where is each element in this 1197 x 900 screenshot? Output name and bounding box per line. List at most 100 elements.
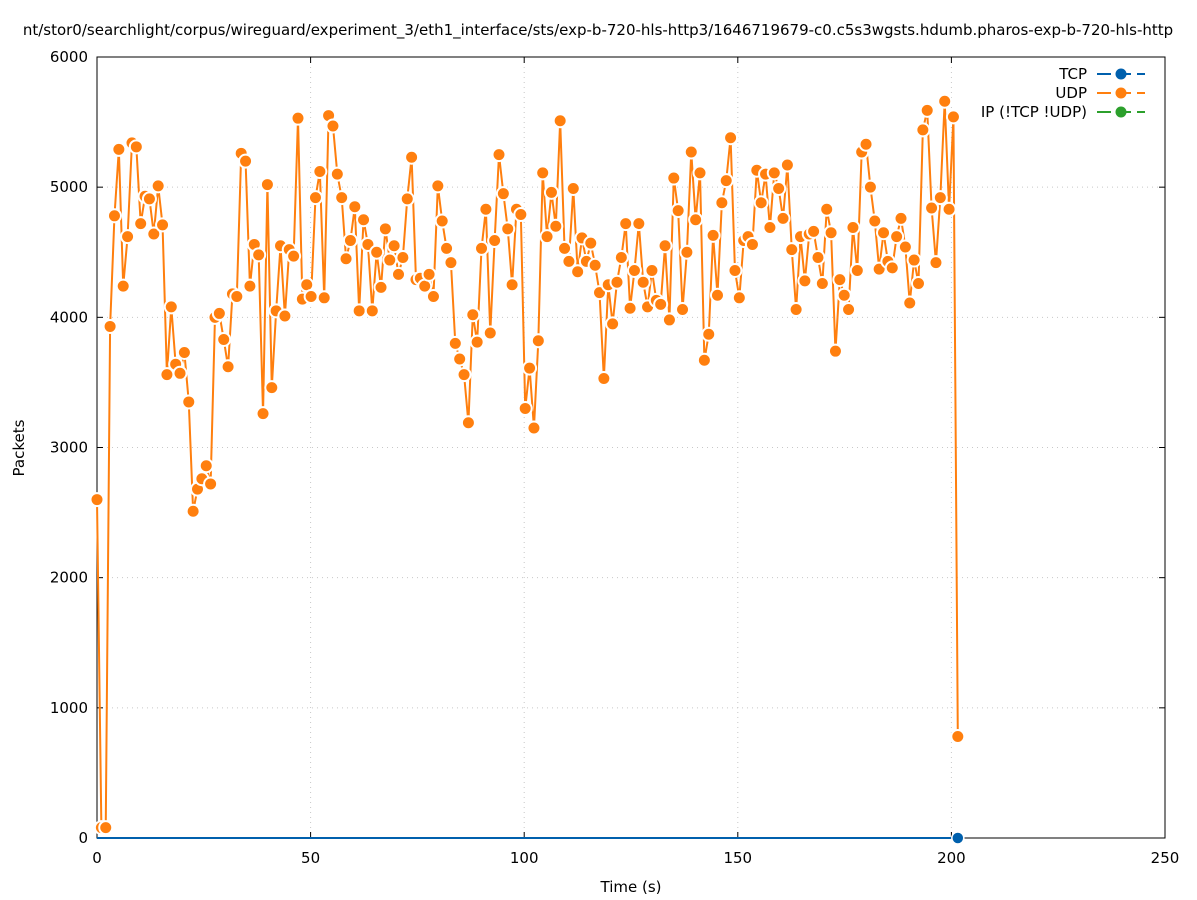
data-point — [307, 190, 323, 206]
data-point — [696, 352, 712, 368]
data-point — [504, 277, 520, 293]
data-point — [718, 173, 734, 189]
data-point — [692, 165, 708, 181]
data-point — [688, 212, 704, 228]
data-point — [893, 210, 909, 226]
data-point — [211, 305, 227, 321]
data-point — [391, 266, 407, 282]
data-point — [819, 201, 835, 217]
y-tick-label: 2000 — [50, 569, 88, 587]
data-point — [635, 274, 651, 290]
data-point — [622, 300, 638, 316]
data-point — [377, 221, 393, 237]
data-point — [675, 302, 691, 318]
data-point — [517, 400, 533, 416]
data-point — [845, 220, 861, 236]
data-point — [133, 216, 149, 232]
data-point — [102, 318, 118, 334]
data-point — [229, 289, 245, 305]
data-point — [141, 191, 157, 207]
data-point — [683, 144, 699, 160]
data-point — [513, 207, 529, 223]
data-point — [478, 201, 494, 217]
data-point — [487, 233, 503, 249]
x-tick-label: 100 — [510, 849, 539, 867]
data-point — [867, 213, 883, 229]
data-point — [482, 325, 498, 341]
series-udp — [89, 93, 966, 836]
data-point — [565, 180, 581, 196]
data-point — [163, 299, 179, 315]
data-point — [155, 217, 171, 233]
data-point — [351, 303, 367, 319]
data-point — [452, 351, 468, 367]
data-point — [884, 260, 900, 276]
data-point — [596, 371, 612, 387]
data-point — [98, 820, 114, 836]
data-point — [744, 236, 760, 252]
x-axis-label: Time (s) — [600, 878, 662, 896]
data-point — [587, 257, 603, 273]
data-point — [924, 200, 940, 216]
data-point — [120, 229, 136, 245]
data-point — [491, 147, 507, 163]
data-point — [181, 394, 197, 410]
data-point — [386, 238, 402, 254]
data-point — [849, 262, 865, 278]
data-point — [701, 326, 717, 342]
data-point — [797, 273, 813, 289]
data-point — [312, 164, 328, 180]
data-point — [329, 166, 345, 182]
data-point — [613, 249, 629, 265]
data-point — [810, 249, 826, 265]
data-point — [286, 248, 302, 264]
data-point — [919, 102, 935, 118]
data-point — [522, 360, 538, 376]
data-point — [771, 180, 787, 196]
data-point — [404, 149, 420, 165]
legend-marker — [1115, 106, 1127, 118]
data-point — [644, 262, 660, 278]
data-point — [176, 344, 192, 360]
data-point — [146, 226, 162, 242]
data-point — [657, 238, 673, 254]
data-point — [723, 130, 739, 146]
data-point — [609, 274, 625, 290]
x-tick-label: 50 — [301, 849, 320, 867]
data-point — [430, 178, 446, 194]
data-point — [915, 122, 931, 138]
data-point — [548, 218, 564, 234]
data-point — [369, 244, 385, 260]
data-point — [277, 308, 293, 324]
data-point — [539, 229, 555, 245]
data-point — [727, 262, 743, 278]
x-tick-label: 150 — [723, 849, 752, 867]
data-point — [185, 503, 201, 519]
data-point — [526, 420, 542, 436]
data-point — [303, 289, 319, 305]
data-point — [216, 331, 232, 347]
y-tick-label: 4000 — [50, 308, 88, 326]
data-point — [950, 728, 966, 744]
data-point — [788, 302, 804, 318]
data-point — [111, 141, 127, 157]
data-point — [714, 195, 730, 211]
data-point — [679, 244, 695, 260]
axis-ticks: 0 1000 2000 3000 4000 5000 6000 0 50 100 150 200 250 — [50, 48, 1180, 867]
data-point — [832, 272, 848, 288]
data-point — [932, 190, 948, 206]
series-tcp — [97, 831, 965, 845]
data-point — [552, 113, 568, 129]
data-point — [290, 110, 306, 126]
data-point — [434, 213, 450, 229]
data-point — [827, 343, 843, 359]
data-point — [670, 203, 686, 219]
data-point — [460, 415, 476, 431]
data-point — [364, 303, 380, 319]
data-point — [238, 153, 254, 169]
data-point — [264, 380, 280, 396]
data-point — [897, 239, 913, 255]
data-point — [115, 278, 131, 294]
